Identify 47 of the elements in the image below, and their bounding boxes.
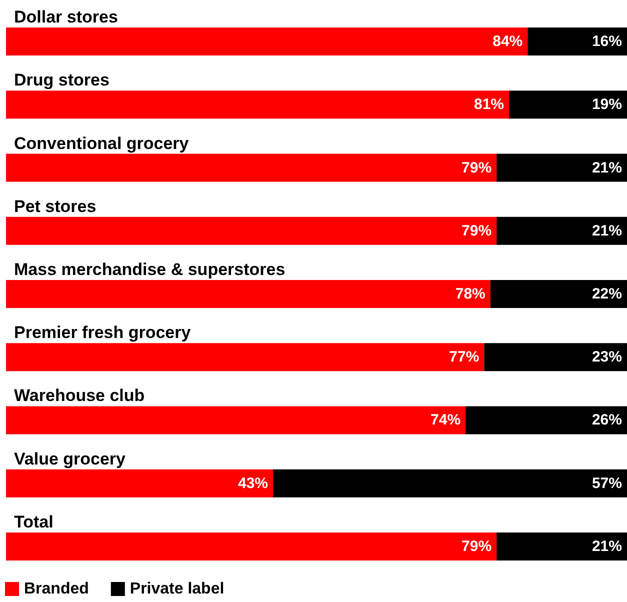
data-label: 74% — [430, 412, 461, 429]
y-tick-label: Warehouse club — [14, 386, 145, 406]
data-label: 78% — [455, 286, 486, 302]
bar — [6, 406, 466, 434]
bar — [496, 154, 627, 182]
bar — [6, 343, 484, 372]
bar — [484, 343, 627, 372]
y-tick-label: Premier fresh grocery — [14, 323, 192, 342]
bar — [273, 469, 627, 498]
data-label: 79% — [462, 538, 492, 555]
bar — [6, 280, 490, 308]
y-tick-label: Pet stores — [14, 196, 96, 216]
bar — [6, 532, 497, 560]
data-label: 21% — [592, 159, 622, 176]
bar — [496, 216, 627, 245]
data-label: 23% — [592, 348, 622, 366]
data-label: 81% — [474, 96, 504, 114]
bar — [528, 28, 627, 56]
bar — [509, 90, 627, 119]
data-label: 79% — [462, 159, 492, 176]
data-label: 77% — [449, 348, 480, 366]
y-tick-label: Drug stores — [14, 70, 110, 90]
y-tick-label: Value grocery — [14, 449, 126, 468]
bar — [6, 28, 528, 56]
bar — [466, 406, 627, 434]
legend-label: Private label — [130, 580, 224, 598]
y-tick-label: Total — [14, 512, 54, 532]
data-label: 19% — [592, 96, 622, 114]
legend-label: Branded — [24, 580, 89, 598]
bar — [496, 532, 627, 560]
bar — [6, 154, 497, 182]
data-label: 84% — [492, 33, 523, 50]
data-label: 57% — [592, 474, 622, 492]
bar — [6, 90, 510, 119]
y-tick-label: Conventional grocery — [14, 134, 190, 153]
data-label: 22% — [592, 286, 622, 302]
bar — [6, 469, 274, 498]
data-label: 21% — [592, 222, 622, 240]
data-label: 21% — [592, 538, 622, 555]
data-label: 26% — [592, 412, 622, 429]
y-tick-label: Dollar stores — [14, 8, 118, 27]
data-label: 79% — [462, 222, 492, 240]
bar — [490, 280, 627, 308]
data-label: 43% — [238, 474, 268, 492]
bar — [6, 216, 497, 245]
y-tick-label: Mass merchandise & superstores — [14, 260, 286, 279]
data-label: 16% — [592, 33, 622, 50]
